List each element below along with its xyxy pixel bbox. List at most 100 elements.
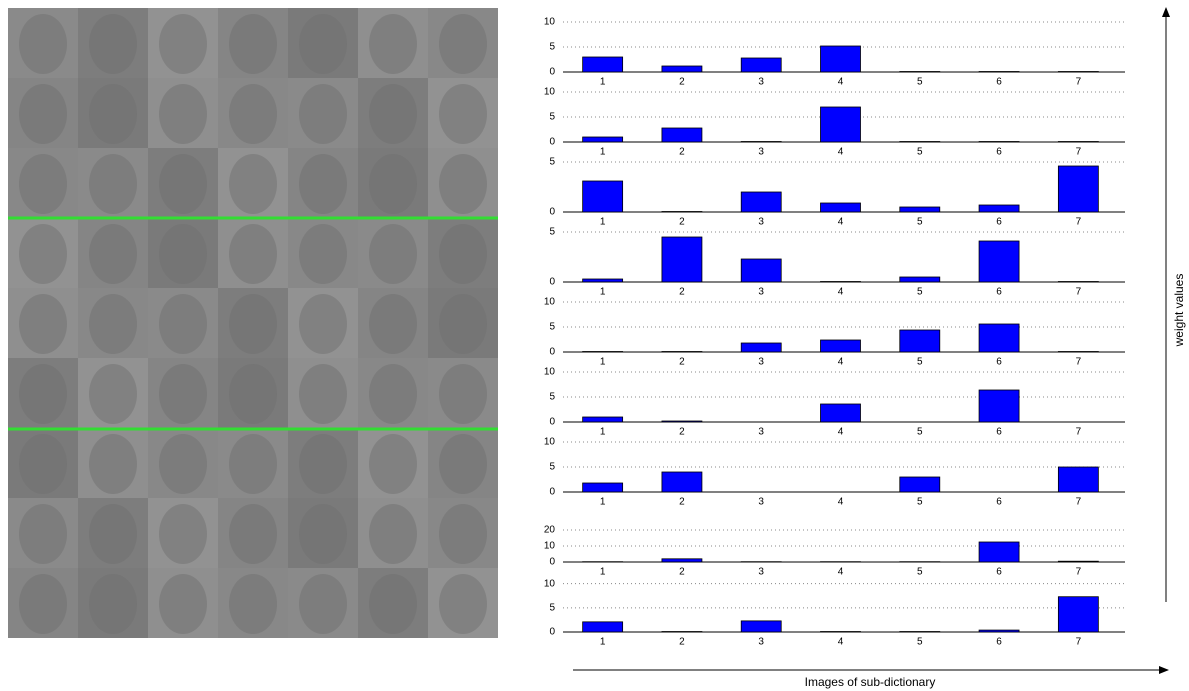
y-tick-label: 10 [544, 17, 556, 28]
bar [741, 621, 781, 632]
bar [821, 404, 861, 422]
x-tick-label: 1 [600, 567, 606, 578]
y-tick-label: 5 [549, 462, 555, 473]
x-tick-label: 2 [679, 287, 685, 298]
x-tick-label: 5 [917, 497, 923, 508]
bar [979, 142, 1019, 143]
face-shape [89, 504, 137, 564]
y-tick-label: 5 [549, 227, 555, 238]
face-shape [19, 84, 67, 144]
x-tick-label: 6 [996, 497, 1002, 508]
bar [662, 421, 702, 422]
bar [821, 340, 861, 352]
y-tick-label: 0 [549, 137, 555, 148]
bar [900, 207, 940, 212]
face-shape [369, 504, 417, 564]
bar [1058, 561, 1098, 562]
face-shape [19, 504, 67, 564]
x-tick-label: 1 [600, 357, 606, 368]
y-tick-label: 20 [544, 525, 556, 536]
bar [583, 622, 623, 632]
face-shape [159, 434, 207, 494]
x-tick-label: 1 [600, 77, 606, 88]
face-shape [229, 224, 277, 284]
x-tick-label: 1 [600, 287, 606, 298]
bar [741, 192, 781, 212]
bar [979, 324, 1019, 352]
x-tick-label: 5 [917, 77, 923, 88]
bar [1058, 142, 1098, 143]
x-tick-label: 4 [838, 637, 844, 648]
x-tick-label: 7 [1076, 497, 1082, 508]
x-tick-label: 6 [996, 427, 1002, 438]
bar [979, 630, 1019, 632]
x-tick-label: 5 [917, 427, 923, 438]
y-tick-label: 0 [549, 347, 555, 358]
face-shape [159, 364, 207, 424]
bar [1058, 72, 1098, 73]
bar [583, 57, 623, 72]
bar [741, 259, 781, 282]
face-shape [229, 154, 277, 214]
x-tick-label: 2 [679, 427, 685, 438]
bar [1058, 597, 1098, 632]
y-tick-label: 5 [549, 602, 555, 613]
x-tick-label: 1 [600, 427, 606, 438]
face-shape [159, 224, 207, 284]
x-tick-label: 2 [679, 357, 685, 368]
x-tick-label: 4 [838, 147, 844, 158]
bar [662, 128, 702, 142]
face-shape [369, 574, 417, 634]
face-shape [299, 294, 347, 354]
x-axis-label: Images of sub-dictionary [805, 675, 936, 689]
bar [1058, 352, 1098, 353]
face-shape [159, 574, 207, 634]
face-shape [19, 574, 67, 634]
face-shape [439, 434, 487, 494]
figure: weight values Images of sub-dictionary 0… [0, 0, 1189, 691]
face-shape [159, 154, 207, 214]
face-shape [19, 154, 67, 214]
x-tick-label: 6 [996, 77, 1002, 88]
x-tick-label: 5 [917, 217, 923, 228]
y-tick-label: 0 [549, 627, 555, 638]
face-shape [439, 574, 487, 634]
face-grid [8, 8, 498, 638]
bar [979, 205, 1019, 212]
face-shape [89, 84, 137, 144]
y-tick-label: 10 [544, 367, 556, 378]
bar [979, 72, 1019, 73]
x-tick-label: 6 [996, 567, 1002, 578]
face-shape [439, 504, 487, 564]
face-shape [19, 434, 67, 494]
face-shape [19, 294, 67, 354]
bar [1058, 166, 1098, 212]
y-tick-label: 10 [544, 437, 556, 448]
face-shape [229, 294, 277, 354]
face-shape [369, 364, 417, 424]
bar [662, 472, 702, 492]
x-tick-label: 5 [917, 637, 923, 648]
y-tick-label: 0 [549, 417, 555, 428]
x-tick-label: 2 [679, 497, 685, 508]
x-tick-label: 3 [758, 77, 764, 88]
x-tick-label: 6 [996, 147, 1002, 158]
x-tick-label: 5 [917, 567, 923, 578]
face-shape [439, 154, 487, 214]
face-shape [229, 574, 277, 634]
bar [662, 559, 702, 562]
x-tick-label: 7 [1076, 357, 1082, 368]
bar [900, 277, 940, 282]
x-tick-label: 6 [996, 637, 1002, 648]
face-shape [19, 364, 67, 424]
y-tick-label: 5 [549, 112, 555, 123]
x-tick-label: 1 [600, 497, 606, 508]
x-tick-label: 2 [679, 77, 685, 88]
x-tick-label: 6 [996, 287, 1002, 298]
bar [979, 542, 1019, 562]
x-tick-label: 4 [838, 287, 844, 298]
bar [979, 241, 1019, 282]
x-tick-label: 6 [996, 357, 1002, 368]
face-shape [89, 154, 137, 214]
x-tick-label: 5 [917, 147, 923, 158]
